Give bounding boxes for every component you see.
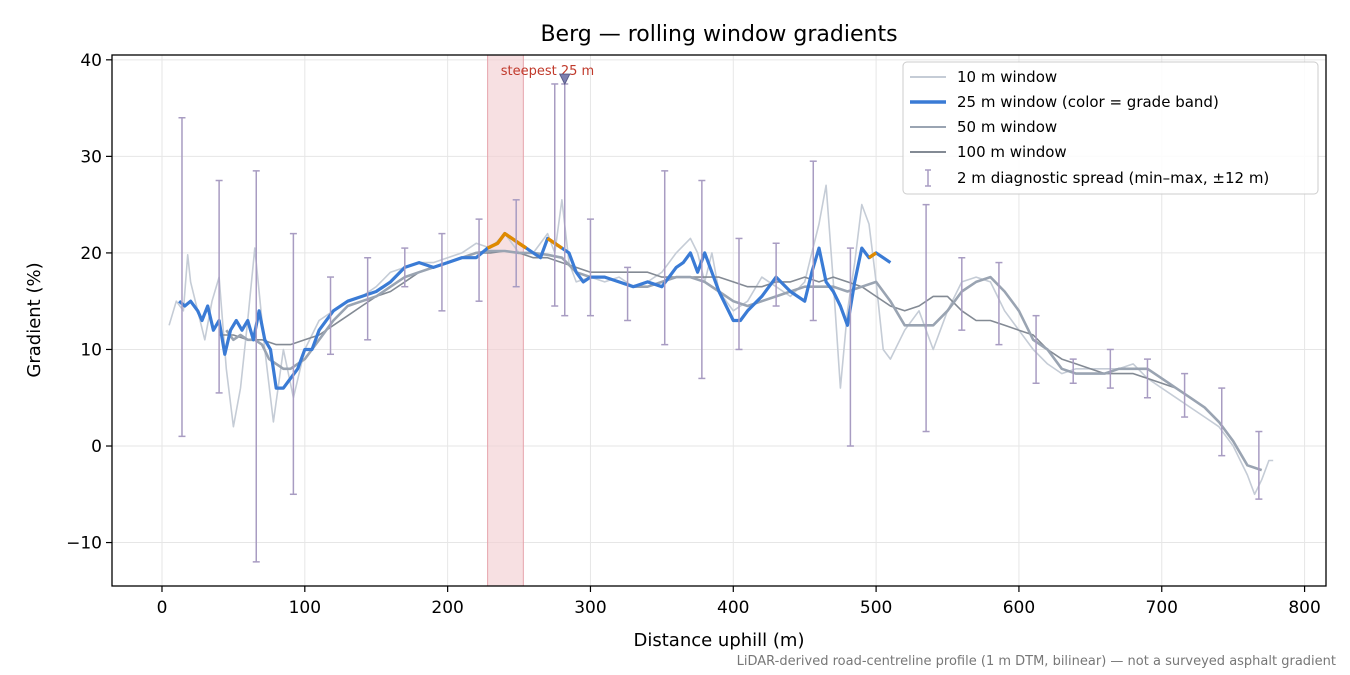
y-tick-label: 40 xyxy=(80,51,102,71)
series-100m-line xyxy=(219,250,1191,399)
steepest-band xyxy=(487,54,524,587)
errorbar xyxy=(178,117,186,438)
legend-label-25m: 25 m window (color = grade band) xyxy=(957,93,1219,111)
footnote: LiDAR-derived road-centreline profile (1… xyxy=(737,654,1336,669)
errorbar xyxy=(364,256,372,341)
errorbar xyxy=(995,261,1003,346)
errorbar xyxy=(438,232,446,312)
errorbar xyxy=(698,179,706,380)
chart-title: Berg — rolling window gradients xyxy=(540,22,897,47)
errorbar xyxy=(401,247,409,288)
errorbar xyxy=(551,83,559,307)
x-tick-label: 100 xyxy=(289,598,321,618)
series-25m-steep-segment xyxy=(868,251,878,260)
errorbar xyxy=(1106,348,1114,389)
errorbar-layer xyxy=(178,73,1263,563)
y-tick-label: −10 xyxy=(66,534,102,554)
series-50m-line xyxy=(225,249,1263,472)
x-tick-label: 500 xyxy=(860,598,892,618)
steepest-label: steepest 25 m xyxy=(501,64,594,79)
y-tick-label: 30 xyxy=(80,147,102,167)
series-layer xyxy=(168,184,1274,496)
errorbar xyxy=(735,237,743,351)
errorbar xyxy=(327,276,335,356)
x-tick-label: 400 xyxy=(717,598,749,618)
errorbar xyxy=(512,199,520,288)
errorbar xyxy=(1255,430,1263,500)
x-tick-label: 800 xyxy=(1288,598,1320,618)
series-25m-steep-segment xyxy=(486,231,528,250)
x-tick-label: 700 xyxy=(1146,598,1178,618)
y-axis-title: Gradient (%) xyxy=(24,262,45,377)
errorbar xyxy=(661,170,669,346)
errorbar xyxy=(772,242,780,307)
legend-box xyxy=(902,61,1319,195)
steepest-marker xyxy=(558,73,571,86)
legend-label-50m: 50 m window xyxy=(957,118,1057,136)
x-tick-label: 600 xyxy=(1003,598,1035,618)
errorbar xyxy=(1181,372,1189,418)
errorbar xyxy=(1218,387,1226,457)
y-tick-label: 10 xyxy=(80,340,102,360)
highlight-band-layer: steepest 25 m xyxy=(487,54,594,587)
errorbar xyxy=(1069,358,1077,385)
legend-swatch-errorbar xyxy=(925,169,931,187)
errorbar xyxy=(586,218,594,317)
errorbar xyxy=(922,203,930,433)
legend-label-100m: 100 m window xyxy=(957,143,1067,161)
x-tick-label: 200 xyxy=(431,598,463,618)
errorbar xyxy=(252,170,260,563)
errorbar xyxy=(1032,314,1040,385)
x-tick-label: 0 xyxy=(157,598,168,618)
errorbar xyxy=(809,160,817,322)
tick-layer: 0 100 200 300 400 500 600 700 800 −10 0 10 20 30 40 xyxy=(66,51,1321,618)
legend-label-10m: 10 m window xyxy=(957,68,1057,86)
legend: 10 m window 25 m window (color = grade b… xyxy=(902,61,1319,195)
errorbar xyxy=(289,232,297,496)
series-10m-line xyxy=(168,184,1274,496)
y-tick-label: 0 xyxy=(91,437,102,457)
errorbar xyxy=(475,218,483,302)
legend-label-errorbar: 2 m diagnostic spread (min–max, ±12 m) xyxy=(957,169,1269,187)
errorbar xyxy=(215,179,223,394)
errorbar xyxy=(958,256,966,331)
x-axis-title: Distance uphill (m) xyxy=(634,630,805,651)
x-tick-label: 300 xyxy=(574,598,606,618)
y-tick-label: 20 xyxy=(80,244,102,264)
errorbar xyxy=(846,247,854,447)
plot-frame xyxy=(111,54,1327,587)
errorbar xyxy=(624,266,632,322)
errorbar xyxy=(1143,358,1151,399)
